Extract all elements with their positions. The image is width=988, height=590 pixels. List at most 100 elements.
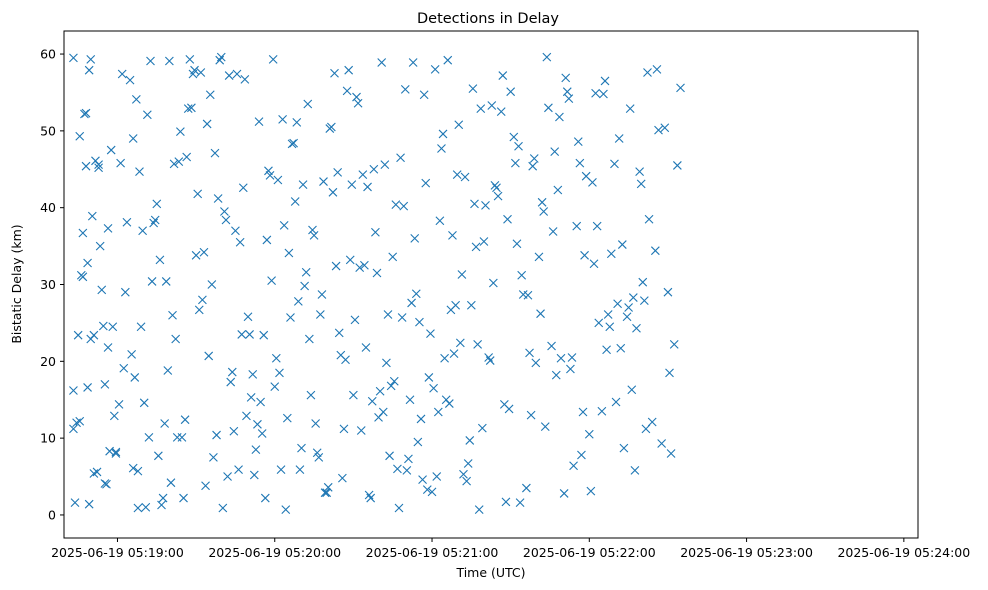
- data-point: [380, 160, 390, 170]
- data-point: [350, 315, 360, 325]
- data-point: [339, 424, 349, 434]
- data-point: [411, 289, 421, 299]
- data-point: [194, 305, 204, 315]
- plot-frame: [63, 30, 919, 539]
- data-point: [69, 386, 78, 395]
- y-tick-label: 40: [40, 200, 56, 215]
- data-point: [133, 503, 143, 513]
- data-point: [193, 189, 203, 199]
- data-point: [437, 144, 446, 153]
- data-point: [366, 493, 376, 503]
- data-point: [103, 343, 113, 352]
- data-point: [666, 449, 676, 458]
- data-point: [103, 224, 113, 233]
- data-point: [81, 108, 91, 118]
- data-point: [622, 312, 632, 322]
- data-point: [325, 124, 335, 133]
- data-point: [389, 376, 399, 386]
- data-point: [394, 503, 404, 513]
- data-point: [452, 170, 462, 180]
- data-point: [120, 287, 130, 297]
- data-point: [455, 338, 465, 348]
- data-point: [400, 84, 410, 94]
- data-point: [569, 461, 578, 471]
- data-point: [187, 103, 196, 113]
- data-point: [98, 321, 108, 331]
- data-point: [279, 220, 289, 230]
- data-point: [584, 429, 594, 439]
- data-point: [443, 55, 453, 65]
- data-point: [342, 86, 352, 96]
- data-point: [182, 152, 192, 162]
- data-point: [536, 309, 545, 319]
- data-point: [281, 505, 291, 514]
- data-point: [175, 127, 185, 137]
- data-point: [260, 493, 270, 503]
- data-point: [606, 249, 616, 259]
- data-point: [397, 313, 407, 322]
- data-point: [588, 177, 597, 187]
- data-point: [69, 53, 78, 63]
- data-point: [84, 499, 94, 509]
- data-point: [276, 465, 286, 475]
- data-point: [358, 170, 368, 180]
- data-point: [227, 367, 237, 377]
- data-point: [201, 481, 210, 491]
- data-point: [155, 255, 165, 265]
- data-point: [492, 183, 501, 193]
- data-point: [559, 489, 569, 498]
- data-point: [328, 187, 338, 197]
- data-point: [298, 180, 308, 190]
- data-point: [589, 259, 599, 269]
- y-tick-label: 60: [40, 47, 56, 62]
- data-point: [501, 497, 511, 507]
- data-point: [488, 278, 498, 288]
- data-point: [375, 386, 385, 396]
- data-point: [264, 166, 273, 176]
- data-point: [147, 277, 157, 286]
- data-point: [251, 445, 261, 455]
- data-point: [391, 200, 401, 209]
- data-points: [69, 52, 685, 514]
- data-point: [232, 69, 242, 79]
- data-point: [224, 71, 234, 80]
- data-point: [371, 227, 380, 237]
- data-point: [171, 334, 181, 344]
- data-point: [476, 104, 486, 113]
- data-point: [141, 502, 151, 512]
- data-point: [477, 423, 487, 433]
- data-point: [459, 469, 468, 479]
- data-point: [207, 280, 217, 289]
- data-point: [605, 322, 615, 332]
- data-point: [210, 148, 220, 158]
- data-point: [419, 90, 429, 100]
- data-point: [644, 214, 654, 224]
- data-point: [122, 217, 132, 227]
- data-point: [528, 161, 538, 171]
- data-point: [102, 479, 111, 489]
- data-point: [286, 313, 295, 322]
- chart-title: Detections in Delay: [417, 11, 559, 27]
- data-point: [614, 134, 624, 143]
- data-point: [89, 469, 99, 478]
- data-point: [416, 414, 426, 424]
- data-point: [562, 87, 572, 97]
- data-point: [672, 161, 682, 170]
- data-point: [138, 226, 148, 236]
- data-point: [676, 83, 685, 93]
- data-point: [202, 119, 212, 129]
- data-point: [330, 68, 339, 78]
- data-point: [639, 296, 649, 306]
- x-tick-label: 2025-06-19 05:20:00: [208, 545, 341, 560]
- data-point: [322, 488, 332, 498]
- data-point: [268, 55, 278, 64]
- data-point: [245, 330, 254, 339]
- data-point: [163, 366, 173, 375]
- data-point: [451, 300, 461, 310]
- data-point: [547, 341, 556, 351]
- data-point: [360, 260, 369, 270]
- data-point: [287, 139, 297, 149]
- data-point: [602, 345, 611, 355]
- data-point: [180, 415, 190, 425]
- data-point: [498, 71, 508, 80]
